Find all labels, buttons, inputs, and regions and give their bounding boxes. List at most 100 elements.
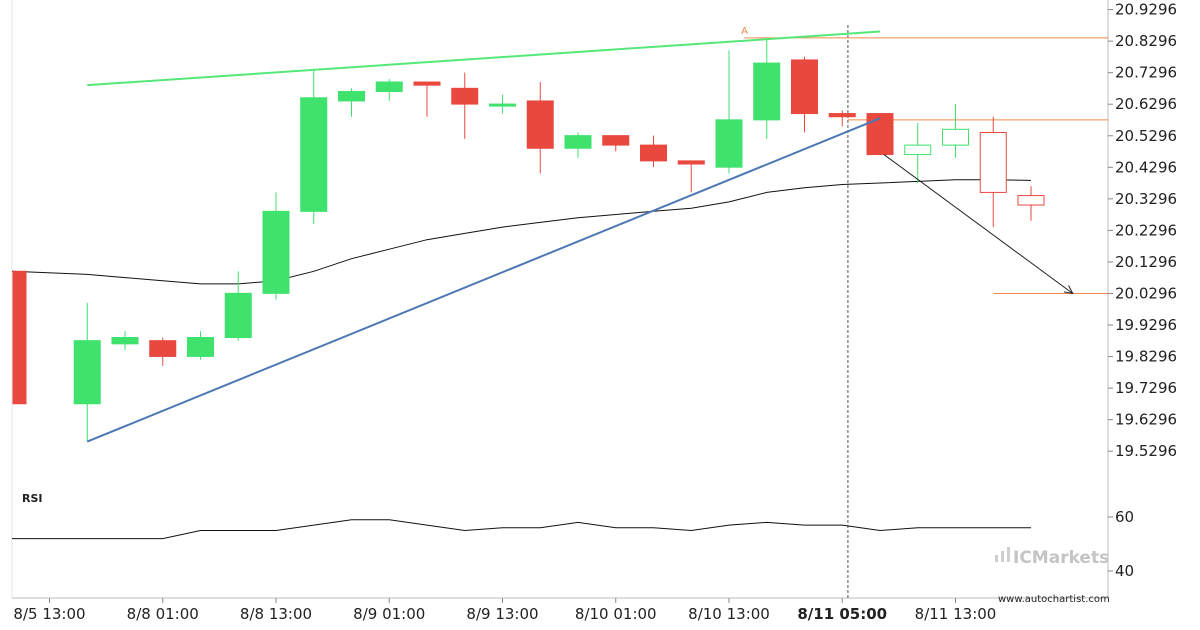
x-tick-label: 8/9 13:00: [466, 605, 538, 623]
candle-body: [979, 131, 1007, 193]
y-tick-label: 20.5296: [1115, 127, 1177, 145]
y-tick-label: 20.8296: [1115, 32, 1177, 50]
upper-trendline: [87, 30, 881, 87]
candle-body: [224, 292, 252, 339]
watermark-text: ICMarkets: [1013, 548, 1109, 568]
x-tick-label: 8/10 13:00: [688, 605, 770, 623]
candle: [828, 110, 856, 127]
candle: [187, 331, 214, 360]
candle: [866, 113, 894, 156]
candle: [715, 50, 743, 174]
candle-body: [73, 340, 101, 405]
y-tick-label: 19.7296: [1115, 379, 1177, 397]
y-tick-label: 19.9296: [1115, 316, 1177, 334]
y-tick-label: 20.1296: [1115, 253, 1177, 271]
candle-body: [1017, 195, 1045, 206]
forecast-arrow-head: [1063, 285, 1074, 295]
projection-candle: [942, 104, 969, 158]
candle: [640, 135, 667, 168]
candle-body: [715, 119, 743, 168]
candle-body: [149, 340, 177, 357]
candle-body: [828, 113, 856, 118]
candle: [73, 302, 101, 442]
candle-body: [111, 337, 139, 345]
candle-body: [187, 337, 214, 357]
candle: [375, 78, 403, 101]
rsi-line: [12, 519, 1031, 540]
candle: [489, 94, 516, 114]
x-tick-label: 8/8 01:00: [127, 605, 199, 623]
point-a-label: A: [741, 26, 748, 37]
y-tick-label: 20.3296: [1115, 190, 1177, 208]
trendlines: [86, 30, 1074, 443]
candle: [564, 132, 592, 158]
grid: [11, 0, 1109, 599]
candle: [753, 37, 781, 139]
rsi-panel: 60 40: [12, 508, 1134, 580]
x-tick-label: 8/5 13:00: [13, 605, 85, 623]
lower-trendline: [86, 117, 881, 443]
candle-body: [300, 97, 328, 212]
candle: [338, 88, 365, 117]
y-tick-label: 20.2296: [1115, 221, 1177, 239]
candle-body: [375, 81, 403, 92]
y-tick-label: 19.8296: [1115, 348, 1177, 366]
candle: [111, 331, 139, 351]
candle-body: [564, 135, 592, 149]
rsi-tick-label: 60: [1115, 508, 1134, 526]
candle: [224, 271, 252, 341]
candle-body: [338, 90, 365, 102]
x-axis: 8/5 13:00 8/8 01:00 8/8 13:00 8/9 01:00 8/9 …: [13, 598, 996, 623]
candle-body: [942, 128, 969, 146]
y-tick-label: 20.9296: [1115, 1, 1177, 19]
projection-candle: [904, 123, 932, 183]
watermark-bar-3: [1007, 547, 1010, 562]
candle-body: [262, 210, 290, 294]
y-tick-label: 19.6296: [1115, 411, 1177, 429]
x-tick-label: 8/11 13:00: [915, 605, 997, 623]
candle-body: [904, 144, 932, 156]
candle-body: [677, 160, 705, 165]
rsi-label: RSI: [22, 492, 43, 505]
credit-text: www.autochartist.com: [998, 594, 1110, 605]
candle: [262, 192, 290, 300]
candle-body: [753, 62, 781, 121]
candle-body: [12, 270, 27, 405]
candle-body: [791, 59, 818, 115]
candle-body: [489, 103, 516, 107]
forecast-arrow-line: [883, 154, 1074, 294]
x-tick-label: 8/8 13:00: [240, 605, 312, 623]
x-tick-label: 8/11 05:00: [797, 605, 887, 623]
y-tick-label: 20.7296: [1115, 64, 1177, 82]
candle: [526, 82, 554, 174]
y-tick-label: 20.6296: [1115, 95, 1177, 113]
candle: [413, 81, 441, 117]
y-tick-label: 19.5296: [1115, 442, 1177, 460]
y-tick-label: 20.0296: [1115, 284, 1177, 302]
projection-candle: [1017, 186, 1045, 221]
candle-body: [413, 81, 441, 86]
candle: [602, 135, 630, 152]
projection-candle: [979, 116, 1007, 228]
candle-body: [640, 144, 667, 162]
rsi-tick-label: 40: [1115, 562, 1134, 580]
x-tick-label: 8/9 01:00: [353, 605, 425, 623]
candles: [12, 37, 1045, 442]
candle: [149, 337, 177, 366]
y-axis: 20.9296 20.8296 20.7296 20.6296 20.5296 20.42…: [1108, 1, 1177, 460]
watermark-bar-1: [995, 555, 998, 562]
candle-body: [451, 87, 479, 105]
candle: [12, 270, 27, 405]
candle: [791, 56, 818, 133]
y-tick-label: 20.4296: [1115, 158, 1177, 176]
candle: [300, 69, 328, 224]
candle: [451, 72, 479, 139]
x-tick-label: 8/10 01:00: [575, 605, 657, 623]
candle-body: [602, 135, 630, 146]
moving-average: [11, 179, 1032, 285]
candle: [677, 160, 705, 193]
watermark: ICMarkets: [995, 547, 1109, 568]
watermark-bar-2: [1001, 551, 1004, 562]
price-levels: A: [741, 25, 1108, 598]
